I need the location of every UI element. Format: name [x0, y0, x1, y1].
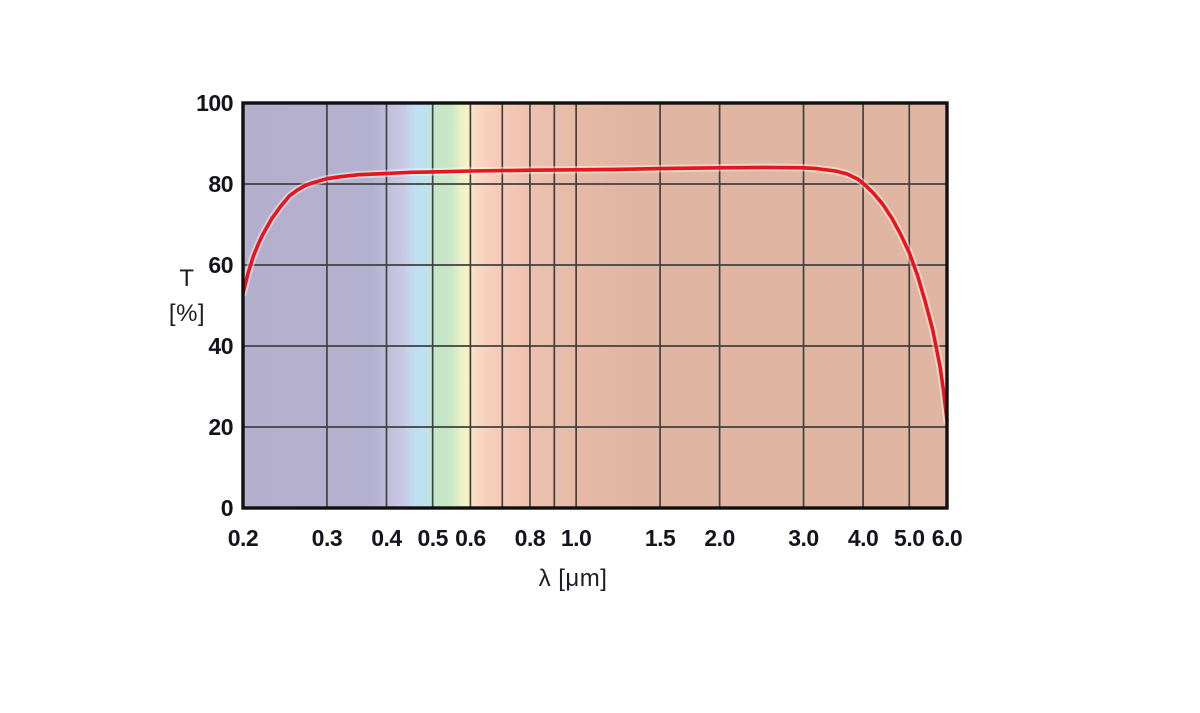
x-tick-label: 1.5: [645, 525, 676, 551]
x-tick-label: 4.0: [848, 525, 878, 551]
plot-frame: [241, 101, 949, 510]
y-tick-label: 0: [221, 495, 233, 521]
x-tick-label: 6.0: [932, 525, 962, 551]
x-tick-label: 0.6: [455, 525, 485, 551]
y-axis-title-symbol: T: [179, 265, 195, 292]
x-tick-label: 0.3: [312, 525, 342, 551]
x-tick-label: 0.4: [371, 525, 402, 551]
x-tick-label: 2.0: [704, 525, 734, 551]
x-tick-label: 0.8: [515, 525, 546, 551]
x-tick-label: 1.0: [561, 525, 591, 551]
y-tick-label: 60: [208, 252, 233, 278]
transmission-curve: [241, 165, 949, 423]
x-tick-label: 0.2: [228, 525, 258, 551]
y-tick-label: 80: [208, 171, 233, 197]
x-axis-title: λ [μm]: [538, 565, 608, 592]
y-axis-title-unit: [%]: [168, 300, 206, 327]
y-tick-label: 40: [208, 333, 233, 359]
x-tick-label: 5.0: [894, 525, 924, 551]
x-tick-label: 3.0: [788, 525, 818, 551]
spectrum-background: [243, 103, 947, 508]
y-tick-label: 20: [208, 414, 233, 440]
x-tick-label: 0.5: [417, 525, 448, 551]
y-tick-label: 100: [196, 90, 233, 116]
